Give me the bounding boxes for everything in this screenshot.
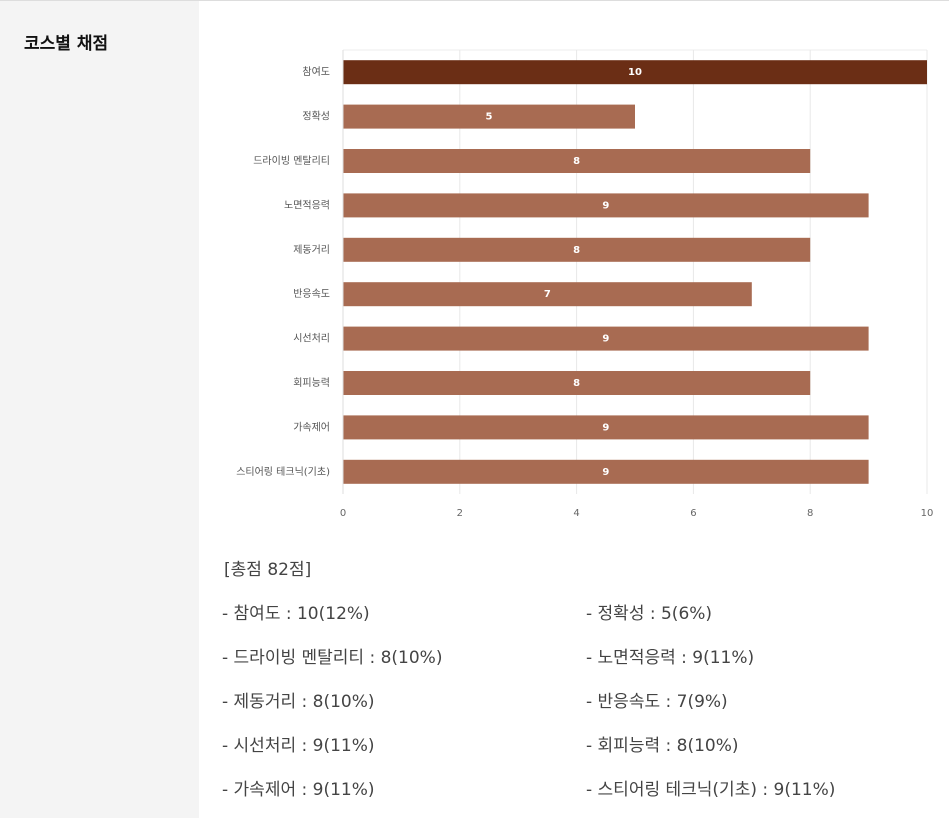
x-tick-label: 6	[690, 508, 696, 519]
summary-item: - 노면적응력 : 9(11%)	[586, 648, 755, 668]
y-tick-label: 참여도	[302, 66, 330, 78]
summary-item: - 스티어링 테크닉(기초) : 9(11%)	[586, 780, 836, 800]
data-label: 9	[602, 467, 609, 478]
summary-item: - 제동거리 : 8(10%)	[222, 692, 375, 712]
data-label: 9	[602, 334, 609, 345]
data-label: 7	[544, 289, 551, 300]
bar	[343, 237, 811, 262]
data-label: 9	[602, 422, 609, 433]
data-label: 8	[573, 378, 580, 389]
y-tick-label: 노면적응력	[284, 199, 330, 211]
bar	[343, 104, 635, 129]
y-tick-label: 제동거리	[293, 244, 330, 256]
bar	[343, 326, 869, 351]
x-tick-label: 10	[921, 508, 934, 519]
sidebar: 코스별 채점	[0, 1, 199, 818]
summary-item: - 참여도 : 10(12%)	[222, 604, 370, 624]
summary-item: - 드라이빙 멘탈리티 : 8(10%)	[222, 648, 443, 668]
y-tick-label: 시선처리	[293, 333, 330, 345]
data-label: 8	[573, 156, 580, 167]
bar	[343, 282, 752, 307]
chart: 0 2 4 6 8 10 참여도 10 정확성 5 드라이빙 멘탈리티 8 노면적응력 9 제동거리 8 반응속…	[236, 49, 934, 519]
bar	[343, 149, 811, 173]
data-label: 5	[486, 112, 493, 123]
x-tick-label: 4	[573, 508, 579, 519]
bar	[343, 371, 811, 395]
summary-item: - 회피능력 : 8(10%)	[586, 736, 739, 756]
summary-item: - 반응속도 : 7(9%)	[586, 692, 728, 712]
data-label: 10	[628, 67, 642, 78]
y-tick-label: 반응속도	[293, 288, 330, 300]
bar	[343, 60, 927, 85]
y-tick-label: 드라이빙 멘탈리티	[253, 154, 330, 167]
bar	[343, 193, 869, 218]
y-tick-label: 가속제어	[293, 421, 330, 433]
summary-item: - 시선처리 : 9(11%)	[222, 736, 375, 756]
summary-item: - 정확성 : 5(6%)	[586, 604, 713, 624]
x-tick-label: 0	[340, 508, 346, 519]
sidebar-title: 코스별 채점	[24, 34, 109, 54]
bar	[343, 415, 869, 440]
data-label: 8	[573, 245, 580, 256]
bar	[343, 459, 869, 484]
x-tick-label: 2	[457, 508, 463, 519]
y-tick-label: 스티어링 테크닉(기초)	[236, 466, 330, 478]
summary-item: - 가속제어 : 9(11%)	[222, 780, 375, 800]
x-tick-label: 8	[807, 508, 813, 519]
y-tick-label: 회피능력	[293, 377, 330, 389]
data-label: 9	[602, 200, 609, 211]
y-tick-label: 정확성	[302, 111, 330, 123]
total-score: [총점 82점]	[224, 560, 312, 580]
